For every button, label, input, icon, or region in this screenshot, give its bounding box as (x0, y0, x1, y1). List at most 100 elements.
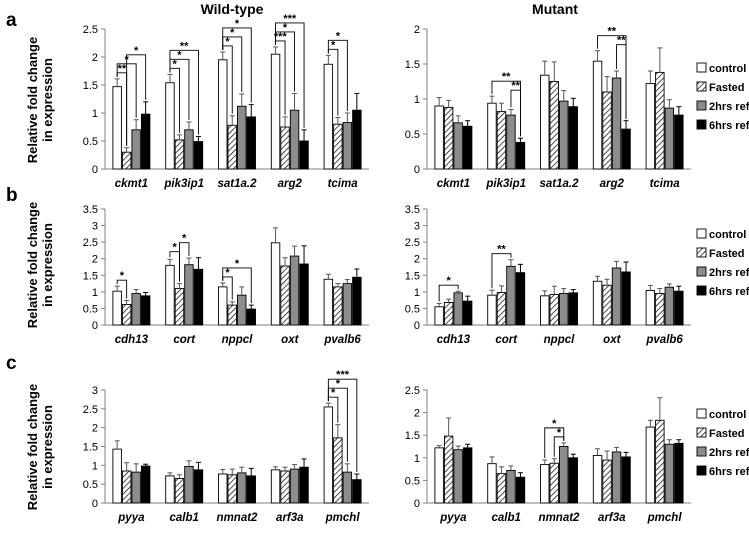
bar-2hrs-refed (131, 293, 141, 326)
category-label: arg2 (600, 178, 625, 190)
bar-fasted (121, 304, 132, 326)
y-tick-label: 1 (414, 94, 420, 106)
bar-fasted (443, 106, 454, 170)
bar-2hrs-refed (559, 293, 569, 326)
category-label: sat1a.2 (217, 178, 257, 190)
bar-2hrs-refed (453, 449, 463, 504)
legend-label: 6hrs refed (709, 466, 749, 478)
legend-label: control (709, 229, 746, 241)
category-label: tcima (650, 178, 681, 190)
y-tick-label: 2 (414, 24, 420, 36)
significance-label: *** (283, 13, 297, 25)
y-tick-label: 1.5 (405, 59, 420, 71)
significance-bracket (491, 253, 512, 289)
bar-2hrs-refed (664, 286, 675, 326)
significance-label: * (225, 36, 230, 48)
bar-control (218, 473, 228, 504)
y-tick-label: 2 (414, 408, 420, 420)
category-label: cdh13 (115, 334, 149, 346)
bar-6hrs-refed (515, 476, 526, 504)
bar-2hrs-refed (664, 443, 675, 504)
chart-a-wt: 00.511.522.5ckmt1****pik3ip1****sat1a.2*… (83, 13, 369, 190)
category-label: nppcl (222, 334, 253, 346)
legend-label: 6hrs refed (709, 286, 749, 298)
bar-control (270, 469, 281, 504)
y-tick-label: 2.5 (405, 237, 420, 249)
bar-fasted (121, 470, 132, 504)
bar-fasted (602, 459, 612, 504)
bar-fasted (496, 111, 507, 170)
bar-control (540, 74, 550, 170)
bar-6hrs-refed (674, 114, 684, 170)
category-label: nppcl (544, 334, 575, 346)
bar-2hrs-refed (559, 446, 569, 504)
bar-fasted (443, 302, 454, 326)
significance-label: * (177, 49, 182, 61)
bar-6hrs-refed (462, 125, 473, 170)
bar-control (323, 278, 334, 326)
bar-6hrs-refed (193, 268, 204, 326)
bar-fasted (549, 294, 559, 326)
y-tick-label: 3.5 (83, 204, 98, 216)
significance-label: * (173, 242, 178, 254)
significance-label: ** (497, 244, 506, 256)
legend-label: control (709, 63, 746, 75)
significance-label: ** (608, 26, 617, 38)
category-label: tcima (328, 178, 359, 190)
significance-label: ** (502, 71, 511, 83)
bar-6hrs-refed (193, 469, 204, 504)
bar-fasted (496, 473, 507, 504)
bar-6hrs-refed (246, 116, 256, 170)
y-tick-label: 1 (92, 460, 98, 472)
legend-row-a: control Fasted 2hrs refed 6hrs refed (696, 62, 749, 132)
y-tick-label: 2.5 (83, 24, 98, 36)
bar-6hrs-refed (674, 290, 684, 326)
legend-label: Fasted (709, 82, 744, 94)
bar-2hrs-refed (453, 122, 463, 170)
bar-6hrs-refed (193, 141, 204, 170)
bar-2hrs-refed (237, 105, 247, 170)
bar-2hrs-refed (559, 100, 569, 170)
category-label: ckmt1 (115, 178, 148, 190)
category-label: nmnat2 (539, 512, 581, 524)
y-tick-label: 0 (92, 164, 98, 176)
bar-control (165, 475, 175, 504)
significance-label: * (336, 30, 341, 42)
bar-2hrs-refed (611, 77, 622, 170)
category-label: sat1a.2 (539, 178, 579, 190)
bar-2hrs-refed (342, 283, 353, 326)
bar-2hrs-refed (131, 471, 141, 504)
ylabel-b-line2: in expression (40, 223, 55, 307)
legend-swatch (696, 119, 707, 130)
bar-6hrs-refed (352, 276, 362, 326)
y-tick-label: 2.5 (83, 237, 98, 249)
legend-label: Fasted (709, 428, 744, 440)
significance-label: ** (617, 35, 626, 47)
bar-fasted (443, 435, 454, 504)
y-tick-label: 2 (92, 254, 98, 266)
bar-6hrs-refed (140, 295, 151, 326)
legend-swatch (696, 266, 707, 277)
ylabel-b-line1: Relative fold change (25, 202, 40, 328)
legend-label: 2hrs refed (709, 101, 749, 113)
bar-fasted (280, 470, 290, 504)
bar-control (540, 464, 550, 504)
significance-label: * (331, 387, 336, 399)
bar-control (165, 82, 175, 170)
bar-control (323, 63, 334, 170)
panel-letter-b: b (6, 185, 18, 206)
y-tick-label: 2 (414, 254, 420, 266)
bar-2hrs-refed (611, 267, 622, 326)
chart-c-mut: 0 0.5 1 1.5 2 2.5 pyya calb1 nmnat2 ** arf3a pmchl (405, 385, 691, 524)
bar-fasted (121, 151, 132, 170)
bar-fasted (280, 265, 290, 326)
bar-6hrs-refed (621, 128, 631, 170)
category-label: arg2 (278, 178, 303, 190)
significance-label: * (182, 233, 187, 245)
bar-control (218, 286, 228, 326)
bar-fasted (602, 284, 612, 326)
legend-swatch (696, 100, 707, 111)
bar-6hrs-refed (515, 272, 526, 326)
